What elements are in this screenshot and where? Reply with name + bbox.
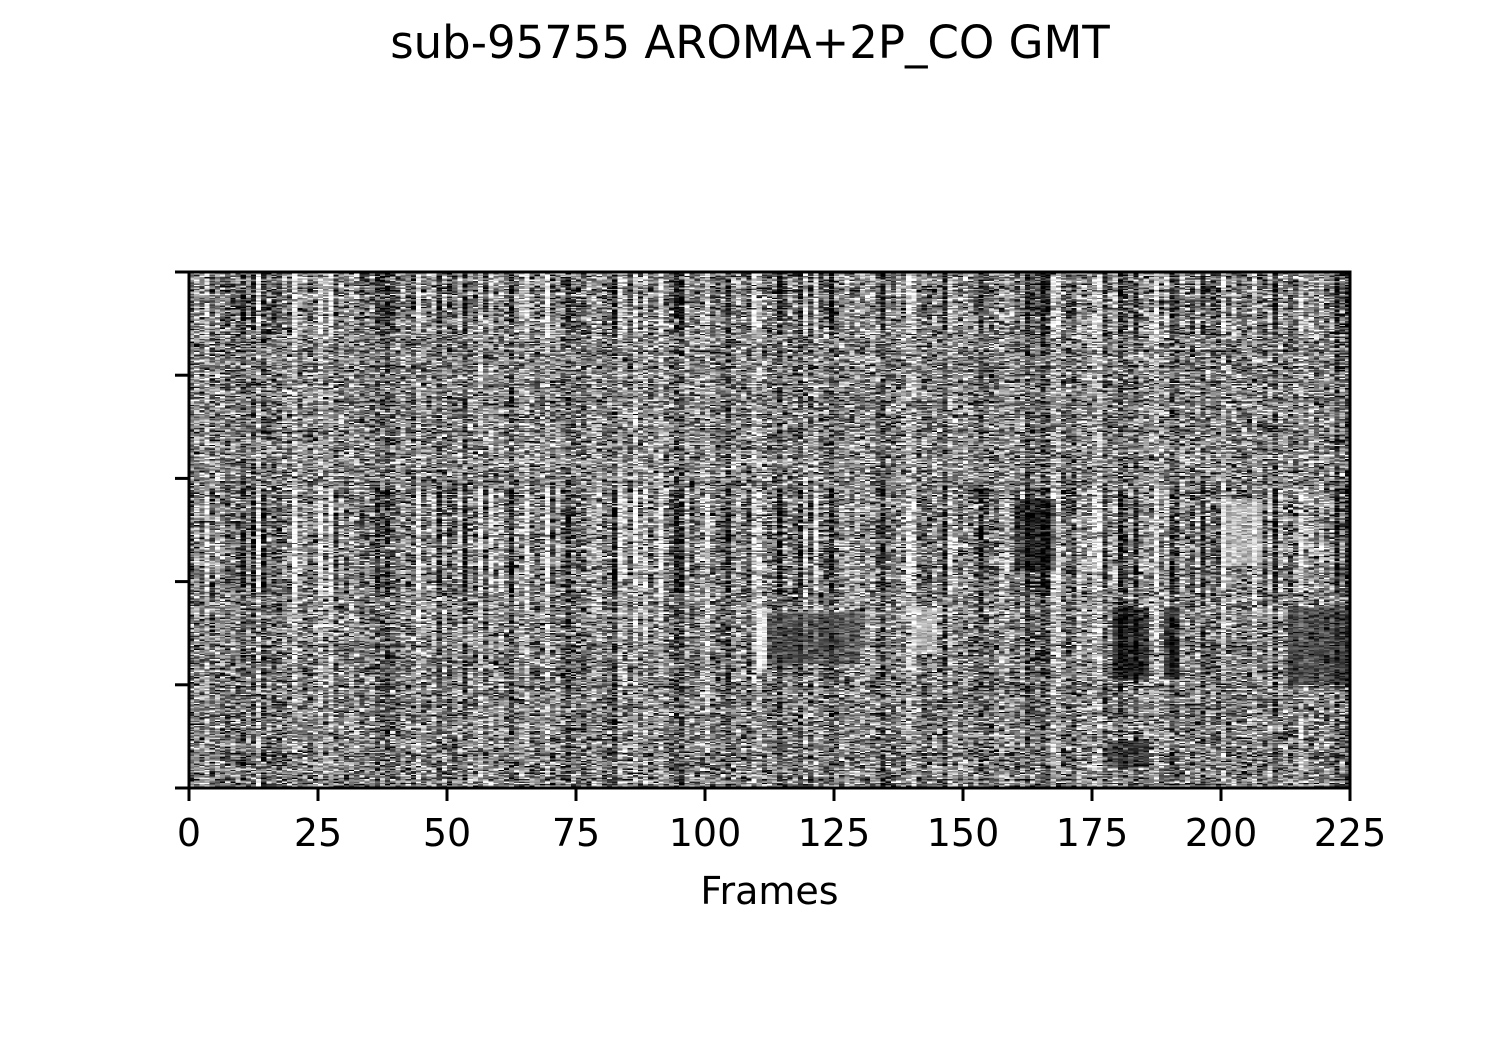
x-tick-label: 50 xyxy=(423,811,471,855)
x-tick-label: 175 xyxy=(1056,811,1129,855)
x-tick-label: 150 xyxy=(927,811,1000,855)
x-tick-label: 125 xyxy=(798,811,871,855)
x-axis-label: Frames xyxy=(700,869,838,913)
x-tick-label: 0 xyxy=(177,811,201,855)
x-tick-label: 25 xyxy=(294,811,342,855)
x-tick-label: 75 xyxy=(552,811,600,855)
x-tick-label: 200 xyxy=(1185,811,1258,855)
x-tick-label: 100 xyxy=(669,811,742,855)
heatmap-image xyxy=(189,272,1350,788)
plot-frame xyxy=(187,270,1352,790)
x-tick-label: 225 xyxy=(1314,811,1387,855)
chart-title: sub-95755 AROMA+2P_CO GMT xyxy=(390,16,1110,69)
